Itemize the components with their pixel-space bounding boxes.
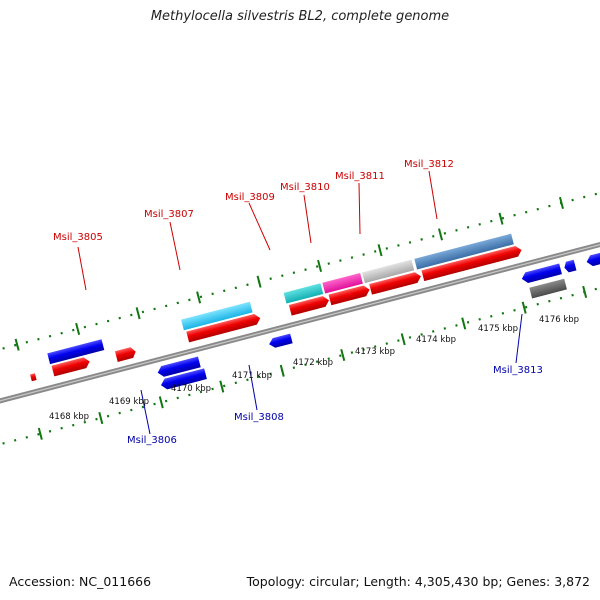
gene-label-msil-3812[interactable]: Msil_3812 — [404, 159, 454, 170]
outer-major-tick — [196, 291, 202, 304]
inner-major-tick — [158, 396, 164, 409]
gene-reverse-2[interactable] — [160, 368, 207, 390]
feature-bar-3[interactable] — [283, 283, 324, 304]
forward-callouts — [77, 170, 438, 291]
reverse-callouts — [140, 313, 523, 435]
inner-scale-line — [0, 244, 600, 469]
inner-major-tick — [461, 317, 467, 330]
gene-forward-2[interactable] — [114, 346, 137, 362]
genome-summary-text: Topology: circular; Length: 4,305,430 bp… — [246, 574, 590, 589]
tick-label: 4173 kbp — [355, 347, 395, 357]
gene-label-msil-3809[interactable]: Msil_3809 — [225, 192, 275, 203]
outer-major-tick — [377, 244, 383, 257]
tick-label: 4172 kbp — [293, 358, 333, 368]
accession-text: Accession: NC_011666 — [9, 574, 152, 589]
inner-major-tick — [340, 348, 346, 362]
tick-label: 4176 kbp — [539, 315, 579, 325]
gene-forward-4[interactable] — [288, 295, 330, 316]
inner-major-tick — [98, 411, 104, 425]
inner-major-tick — [521, 301, 527, 314]
outer-major-tick — [14, 338, 20, 351]
tick-layer — [14, 196, 588, 440]
tick-label: 4170 kbp — [171, 384, 211, 394]
tick-labels: 4168 kbp 4169 kbp 4170 kbp 4171 kbp 4172… — [49, 315, 579, 422]
gene-forward-6[interactable] — [369, 271, 422, 295]
gene-reverse-3[interactable] — [268, 333, 293, 349]
gene-label-msil-3807[interactable]: Msil_3807 — [144, 209, 194, 220]
gene-reverse-4[interactable] — [520, 263, 562, 284]
feature-bar-2[interactable] — [181, 301, 253, 331]
feature-bar-6[interactable] — [414, 233, 514, 270]
outer-major-tick — [135, 307, 141, 320]
inner-major-tick — [279, 364, 285, 377]
gene-forward-3[interactable] — [186, 313, 261, 343]
outer-major-tick — [256, 275, 262, 288]
outer-major-tick — [438, 228, 443, 241]
gene-label-msil-3805[interactable]: Msil_3805 — [53, 232, 103, 243]
outer-scale-line — [0, 155, 600, 380]
feature-bar-1[interactable] — [47, 339, 105, 365]
outer-major-tick — [498, 212, 504, 225]
gene-label-msil-3813[interactable]: Msil_3813 — [493, 365, 543, 376]
gene-label-msil-3810[interactable]: Msil_3810 — [280, 182, 330, 193]
gene-forward-edge[interactable] — [30, 373, 37, 382]
backbone-highlight — [0, 204, 600, 428]
track-layer — [0, 155, 600, 469]
gene-label-msil-3806[interactable]: Msil_3806 — [127, 435, 177, 446]
inner-major-tick — [582, 285, 588, 299]
gene-forward-7[interactable] — [421, 245, 522, 282]
outer-major-tick — [559, 196, 564, 210]
page-title: Methylocella silvestris BL2, complete ge… — [150, 9, 450, 24]
inner-major-tick — [219, 380, 225, 393]
feature-bar-4[interactable] — [322, 272, 363, 294]
gene-labels: Msil_3805 Msil_3807 Msil_3809 Msil_3810 … — [53, 159, 543, 446]
gene-reverse-1[interactable] — [156, 356, 201, 378]
inner-major-tick — [37, 427, 43, 440]
gene-forward-5[interactable] — [328, 284, 371, 306]
gene-forward-1[interactable] — [51, 356, 92, 377]
tick-label: 4174 kbp — [416, 335, 456, 345]
outer-major-tick — [75, 322, 81, 336]
feature-bar-5[interactable] — [362, 259, 415, 284]
outer-major-tick — [317, 259, 323, 273]
gene-label-msil-3808[interactable]: Msil_3808 — [234, 412, 284, 423]
tick-label: 4171 kbp — [232, 371, 272, 381]
gene-reverse-gray[interactable] — [529, 278, 567, 299]
tick-label: 4175 kbp — [478, 324, 518, 334]
gene-label-msil-3811[interactable]: Msil_3811 — [335, 171, 385, 182]
tick-label: 4168 kbp — [49, 412, 89, 422]
gene-reverse-5[interactable] — [563, 259, 577, 273]
tick-label: 4169 kbp — [109, 397, 149, 407]
inner-major-tick — [400, 333, 406, 346]
